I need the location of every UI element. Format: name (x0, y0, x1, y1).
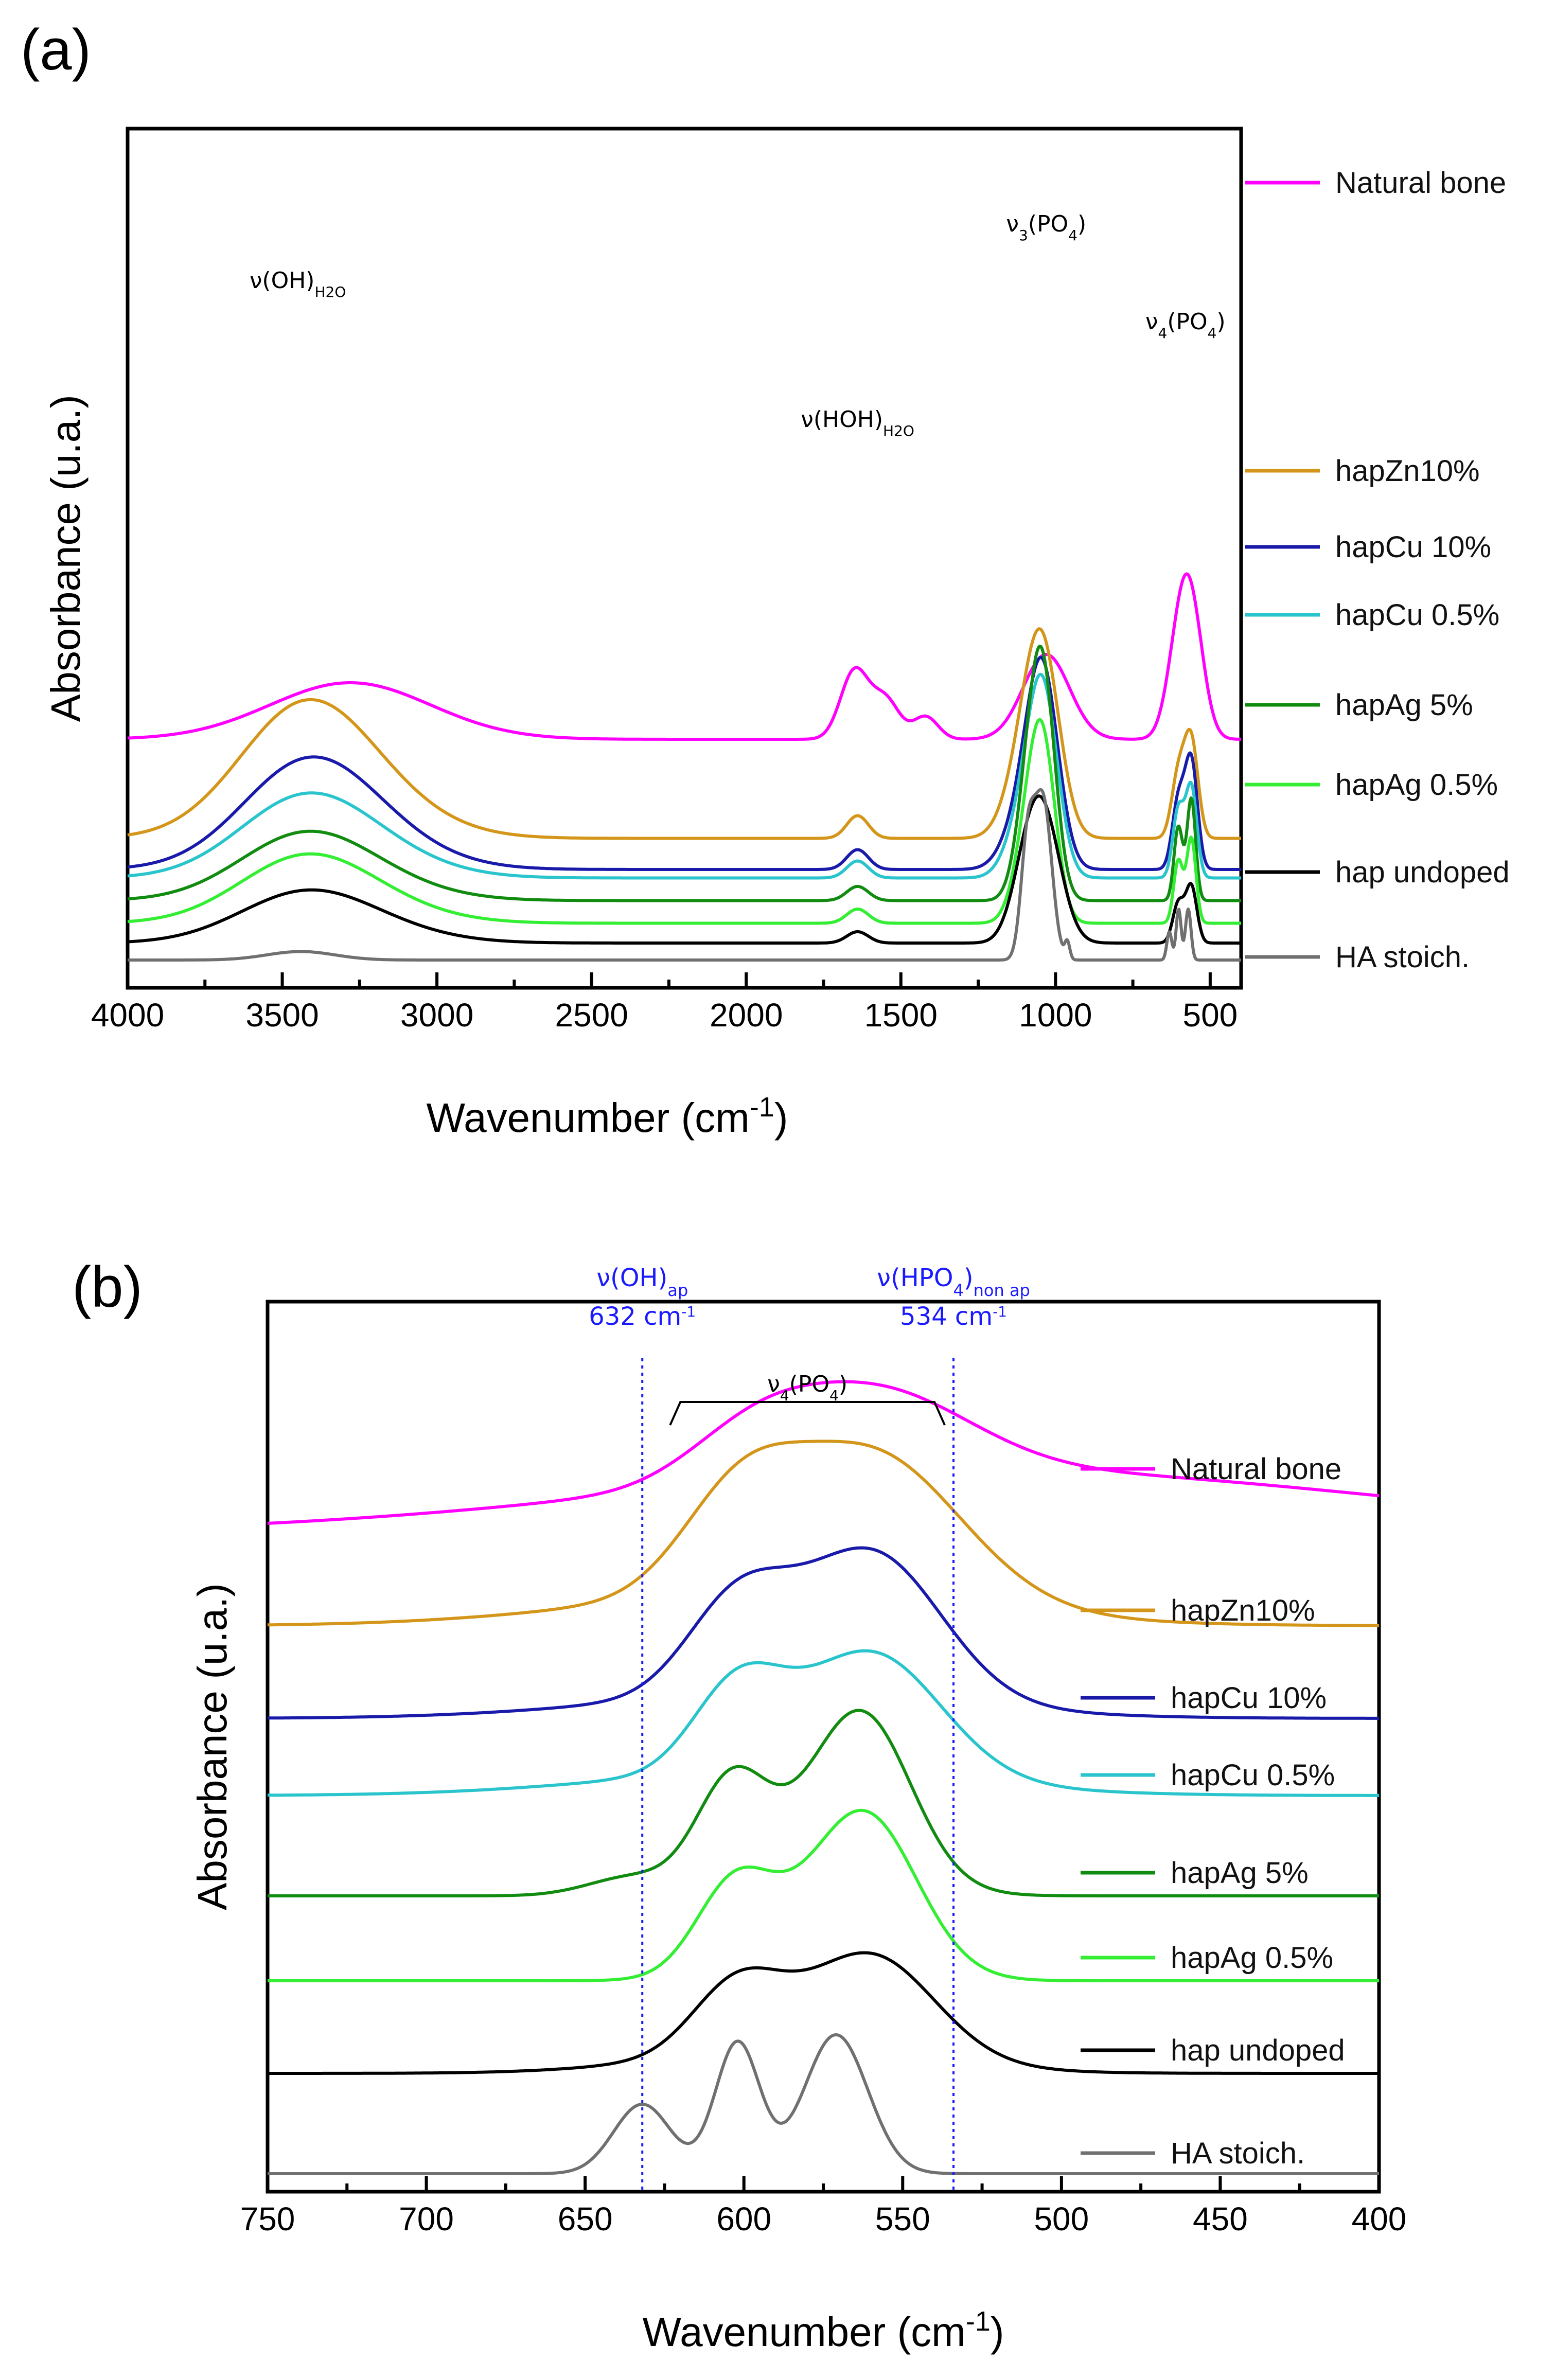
series-line-hapzn10- (267, 1440, 1379, 1627)
x-tick-label: 700 (399, 2200, 454, 2237)
panel-a-x-axis-title: Wavenumber (cm-1) (427, 1092, 788, 1141)
panel-a-label: (a) (21, 17, 91, 82)
panel-a: (a) 4000 3500 3000 2500 2000 1500 1000 500 Natu… (21, 17, 1510, 1141)
legend-label: hapCu 10% (1171, 1681, 1327, 1715)
panel-b-x-axis-title: Wavenumber (cm-1) (643, 2306, 1004, 2355)
series-line-hapag-5- (268, 1709, 1379, 1897)
x-tick-label: 1500 (864, 997, 938, 1034)
panel-a-series (127, 572, 1242, 962)
legend-label: HA stoich. (1171, 2137, 1305, 2170)
panel-b-x-axis: 750 700 650 600 550 500 450 400 (240, 2176, 1407, 2237)
x-tick-label: 500 (1034, 2200, 1089, 2237)
x-tick-label: 450 (1193, 2200, 1248, 2237)
reference-value: 632 cm-1 (589, 1302, 696, 1331)
legend-label: HA stoich. (1335, 940, 1470, 974)
x-tick-label: 750 (240, 2200, 295, 2237)
legend-label: hapCu 0.5% (1171, 1759, 1335, 1792)
x-tick-label: 3000 (400, 997, 473, 1034)
panel-b-series (267, 1380, 1380, 2175)
legend-label: hap undoped (1171, 2034, 1345, 2067)
v4-po4-label: ν4(PO4) (767, 1371, 847, 1404)
legend-label: hapCu 10% (1335, 530, 1491, 564)
x-tick-label: 550 (875, 2200, 930, 2237)
series-line-hap-undoped (268, 1951, 1379, 2075)
x-tick-label: 1000 (1019, 997, 1092, 1034)
panel-a-x-axis: 4000 3500 3000 2500 2000 1500 1000 500 (91, 972, 1238, 1034)
reference-label: ν(OH)ap (596, 1264, 688, 1300)
legend-label: hapAg 0.5% (1171, 1941, 1333, 1975)
x-tick-label: 2500 (555, 997, 628, 1034)
peak-annotation: ν4(PO4) (1145, 309, 1226, 342)
panel-b-y-axis-title: Absorbance (u.a.) (189, 1583, 235, 1910)
series-line-hapcu-10- (268, 1546, 1379, 1720)
series-line-hapcu-0-5- (268, 1649, 1379, 1797)
legend-label: hapAg 5% (1335, 688, 1473, 722)
legend-label: hapAg 0.5% (1335, 768, 1498, 802)
peak-annotation: ν(OH)H2O (250, 268, 346, 300)
series-line-ha-stoich- (268, 2033, 1379, 2175)
series-line-hapzn10- (127, 627, 1242, 840)
series-line-hapag-0-5- (268, 1808, 1379, 1982)
series-line-hapag-0-5- (127, 718, 1242, 925)
series-line-hap-undoped (127, 794, 1242, 945)
series-line-ha-stoich- (127, 788, 1242, 962)
legend-label: hapAg 5% (1171, 1856, 1309, 1890)
panel-a-y-axis-title: Absorbance (u.a.) (43, 395, 89, 722)
panel-a-annotations: ν(OH)H2O ν(HOH)H2O ν3(PO4) ν4(PO4) (250, 211, 1226, 439)
peak-annotation: ν3(PO4) (1006, 211, 1086, 244)
legend-label: Natural bone (1171, 1452, 1341, 1486)
reference-label: ν(HPO4)non ap (877, 1264, 1030, 1300)
legend-label: hapZn10% (1171, 1594, 1315, 1627)
series-line-hapag-5- (127, 645, 1242, 902)
series-line-hapcu-10- (127, 655, 1242, 871)
panel-a-plot-frame (126, 127, 1243, 990)
x-tick-label: 4000 (91, 997, 164, 1034)
v4-po4-bracket (669, 1401, 946, 1426)
x-tick-label: 2000 (710, 997, 783, 1034)
series-line-natural-bone (127, 572, 1242, 741)
legend-label: Natural bone (1335, 166, 1506, 200)
panel-b-legend: Natural bone hapZn10% hapCu 10% hapCu 0.5% h… (1081, 1452, 1345, 2170)
peak-annotation: ν(HOH)H2O (801, 406, 914, 439)
series-line-natural-bone (267, 1380, 1380, 1525)
x-tick-label: 500 (1182, 997, 1238, 1034)
panel-b: (b) 750 700 650 600 550 500 450 400 Natural bon… (72, 1255, 1406, 2355)
legend-label: hapZn10% (1335, 454, 1480, 488)
series-line-hapcu-0-5- (127, 672, 1242, 880)
panel-a-legend: Natural bone hapZn10% hapCu 10% hapCu 0.5% h… (1245, 166, 1510, 974)
x-tick-label: 600 (716, 2200, 771, 2237)
x-tick-label: 3500 (245, 997, 319, 1034)
panel-b-label: (b) (72, 1255, 143, 1319)
legend-label: hap undoped (1335, 856, 1510, 889)
x-tick-label: 650 (558, 2200, 613, 2237)
reference-value: 534 cm-1 (900, 1302, 1007, 1331)
x-tick-label: 400 (1352, 2200, 1407, 2237)
legend-label: hapCu 0.5% (1335, 598, 1499, 632)
